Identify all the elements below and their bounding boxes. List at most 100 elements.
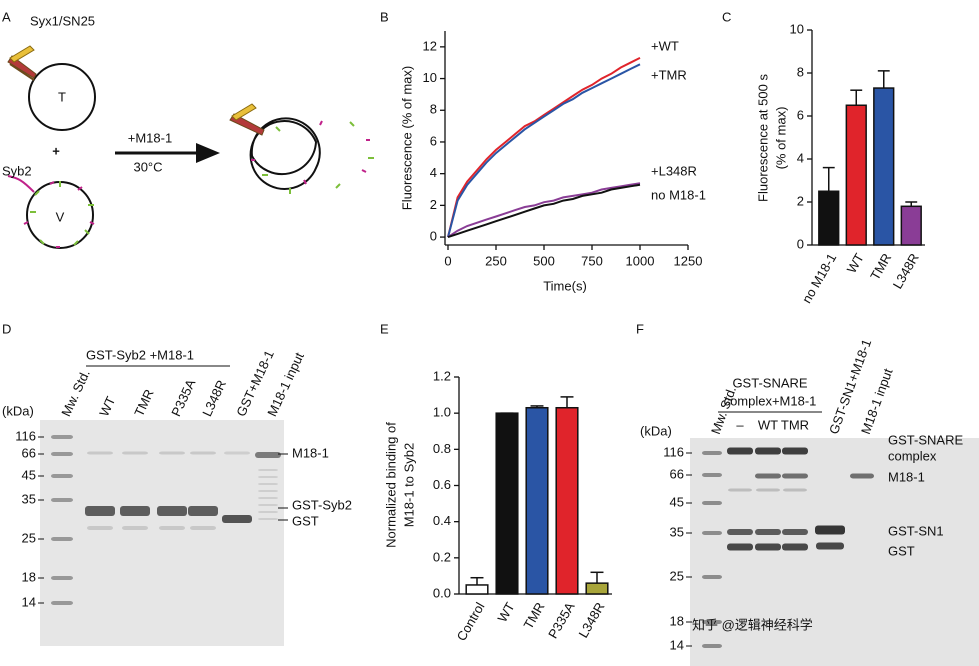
gel-band xyxy=(122,526,148,530)
gel-band xyxy=(157,506,187,516)
gel-band xyxy=(222,515,252,523)
lane-label: WT xyxy=(758,417,778,432)
band-label: complex xyxy=(888,448,937,463)
y-tick-label: 4 xyxy=(797,150,804,165)
series-label: +L348R xyxy=(651,163,697,178)
gel-unit: (kDa) xyxy=(2,403,34,418)
diagram-shapes xyxy=(7,45,374,249)
gel-band xyxy=(782,447,808,455)
label: T xyxy=(58,89,66,104)
x-tick-label: P335A xyxy=(545,599,578,641)
x-tick-label: Control xyxy=(454,600,488,644)
gel-band xyxy=(87,526,113,530)
x-tick-label: 0 xyxy=(444,253,451,268)
gel-band xyxy=(258,511,278,513)
gel-f xyxy=(690,438,979,666)
gel-band xyxy=(258,469,278,471)
series-line xyxy=(447,182,641,238)
marker-label: 35 xyxy=(22,491,36,506)
gel-header: GST-SNARE xyxy=(732,375,807,390)
gel-band xyxy=(702,531,722,535)
gel-band xyxy=(224,451,250,455)
panel-label: D xyxy=(2,321,11,336)
panel-label: C xyxy=(722,9,731,24)
gel-band xyxy=(258,490,278,492)
gel-band xyxy=(87,451,113,455)
gel-band xyxy=(122,451,148,455)
x-tick-label: 1000 xyxy=(626,253,655,268)
marker-label: 116 xyxy=(15,428,36,443)
panel-label: F xyxy=(636,321,644,336)
y-tick-label: 4 xyxy=(430,165,437,180)
marker-label: 25 xyxy=(670,568,684,583)
gel-band xyxy=(85,506,115,516)
gel-band xyxy=(755,473,781,479)
gel-band xyxy=(728,488,752,492)
series-label: no M18-1 xyxy=(651,187,706,202)
marker-label: 66 xyxy=(22,445,36,460)
label: Syb2 xyxy=(2,163,32,178)
x-tick-label: 750 xyxy=(581,253,603,268)
marker-label: 35 xyxy=(670,524,684,539)
gel-band xyxy=(258,476,278,478)
band-label: GST xyxy=(292,513,319,528)
band-label: GST-Syb2 xyxy=(292,497,352,512)
series-line xyxy=(447,63,641,238)
x-tick-label: 1250 xyxy=(674,253,703,268)
gel-header: complex+M18-1 xyxy=(724,393,817,408)
gel-band xyxy=(702,451,722,455)
bar xyxy=(525,406,549,595)
gel-band xyxy=(258,504,278,506)
bar xyxy=(495,412,519,595)
gel-band xyxy=(51,498,73,502)
gel-band xyxy=(159,526,185,530)
bar xyxy=(555,406,579,595)
bar xyxy=(873,87,895,246)
y-tick-label: 0 xyxy=(430,229,437,244)
y-tick-label: 6 xyxy=(430,133,437,148)
band-label: GST xyxy=(888,543,915,558)
y-tick-label: 0.0 xyxy=(433,585,451,600)
marker-label: 45 xyxy=(670,494,684,509)
series-line xyxy=(447,183,641,239)
x-tick-label: L348R xyxy=(575,600,607,641)
gel-band xyxy=(159,451,185,455)
series-label: +WT xyxy=(651,38,679,53)
y-axis-label: (% of max) xyxy=(773,107,788,170)
x-tick-label: 250 xyxy=(485,253,507,268)
y-tick-label: 6 xyxy=(797,107,804,122)
marker-label: 25 xyxy=(22,530,36,545)
bar xyxy=(585,582,609,595)
marker-label: 14 xyxy=(22,594,36,609)
bar xyxy=(845,104,867,246)
bar xyxy=(465,584,489,595)
lane-label: P335A xyxy=(168,377,198,419)
gel-band xyxy=(782,543,808,551)
gel-band xyxy=(727,529,753,535)
x-tick-label: no M18-1 xyxy=(799,251,839,306)
gel-band xyxy=(783,488,807,492)
gel-band xyxy=(51,452,73,456)
gel-header: GST-Syb2 +M18-1 xyxy=(86,347,194,362)
y-tick-label: 1.0 xyxy=(433,405,451,420)
label: +M18-1 xyxy=(128,130,172,145)
gel-band xyxy=(120,506,150,516)
gel-d xyxy=(40,420,284,646)
gel-band xyxy=(782,473,808,479)
gel-band xyxy=(756,488,780,492)
x-tick-label: TMR xyxy=(520,600,547,632)
gel-band xyxy=(702,620,722,624)
y-tick-label: 10 xyxy=(423,70,437,85)
band-label: GST-SN1 xyxy=(888,523,944,538)
y-tick-label: 12 xyxy=(423,38,437,53)
gel-band xyxy=(755,529,781,535)
band-label: GST-SNARE xyxy=(888,432,963,447)
y-tick-label: 0 xyxy=(797,236,804,251)
y-axis-label: Normalized binding of xyxy=(383,422,398,548)
y-tick-label: 0.2 xyxy=(433,549,451,564)
y-tick-label: 0.4 xyxy=(433,513,451,528)
marker-label: 45 xyxy=(22,467,36,482)
watermark: 知乎 @逻辑神经科学 xyxy=(692,617,813,632)
panel-label: B xyxy=(380,9,389,24)
